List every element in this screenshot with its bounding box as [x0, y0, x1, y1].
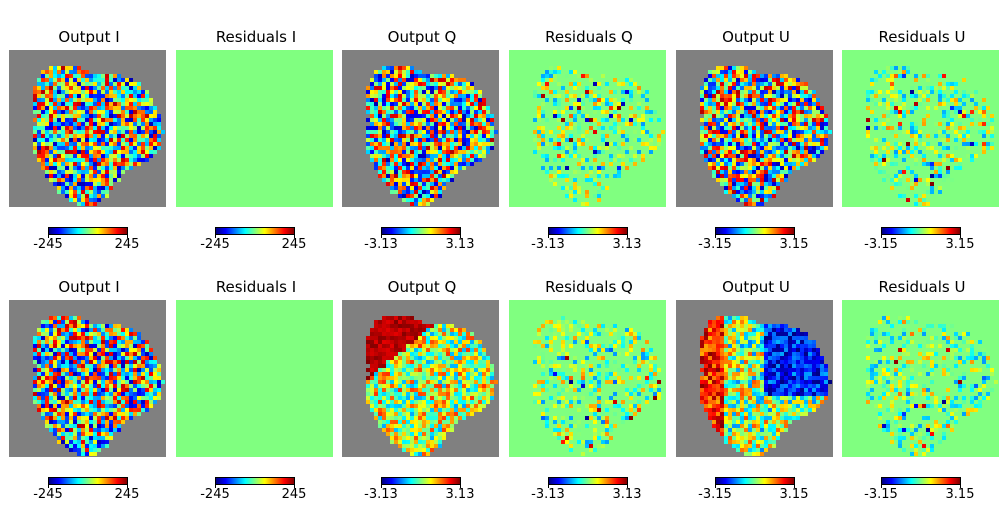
colorbar-tick [460, 484, 461, 488]
map-panel: Residuals U -3.15 3.15 [842, 278, 1000, 514]
colorbar [48, 477, 128, 485]
colorbar [215, 477, 295, 485]
colorbar-tick [381, 234, 382, 238]
colorbar-tick [127, 234, 128, 238]
colorbar [381, 227, 461, 235]
residual-map [176, 300, 333, 457]
colorbar-tick [127, 484, 128, 488]
colorbar-tick [460, 234, 461, 238]
colorbar-tick [294, 484, 295, 488]
colorbar-tick [960, 234, 961, 238]
residual-map [176, 50, 333, 207]
panel-title: Output Q [387, 278, 457, 296]
residual-map [842, 300, 999, 457]
colorbar-tick [627, 234, 628, 238]
colorbar-tick [381, 484, 382, 488]
colorbar-min-label: -3.13 [364, 237, 398, 252]
colorbar-min-label: -3.15 [698, 237, 732, 252]
output-map [9, 300, 166, 457]
colorbar-tick [548, 234, 549, 238]
colorbar-tick [294, 234, 295, 238]
colorbar [548, 227, 628, 235]
colorbar-tick [881, 234, 882, 238]
map-panel: Output U -3.15 3.15 [676, 28, 836, 264]
map-panel: Output I -245 245 [9, 28, 169, 264]
colorbar-min-label: -245 [33, 487, 63, 502]
residual-map [509, 300, 666, 457]
colorbar [381, 477, 461, 485]
output-map [676, 50, 833, 207]
map-panel: Residuals U -3.15 3.15 [842, 28, 1000, 264]
colorbar-min-label: -3.15 [698, 487, 732, 502]
colorbar-tick [960, 484, 961, 488]
residual-map [509, 50, 666, 207]
colorbar [215, 227, 295, 235]
colorbar-tick [715, 234, 716, 238]
map-panel: Residuals I -245 245 [176, 28, 336, 264]
colorbar-max-label: 3.13 [445, 237, 475, 252]
colorbar-max-label: 3.15 [945, 237, 975, 252]
figure: Output I -245 245 Residuals I -245 245 Output … [9, 28, 1000, 502]
colorbar-max-label: 245 [281, 237, 307, 252]
map-panel: Output Q -3.13 3.13 [342, 278, 502, 514]
colorbar-max-label: 3.13 [612, 237, 642, 252]
colorbar-tick [48, 484, 49, 488]
colorbar-tick [794, 484, 795, 488]
colorbar-min-label: -3.13 [531, 237, 565, 252]
map-panel: Residuals Q -3.13 3.13 [509, 28, 669, 264]
map-panel: Output Q -3.13 3.13 [342, 28, 502, 264]
colorbar [548, 477, 628, 485]
panel-title: Output I [58, 28, 120, 46]
panel-title: Output U [722, 28, 790, 46]
colorbar-tick [794, 234, 795, 238]
colorbar-tick [627, 484, 628, 488]
panel-title: Output U [722, 278, 790, 296]
colorbar-tick [48, 234, 49, 238]
panel-title: Residuals Q [545, 278, 633, 296]
colorbar-max-label: 245 [114, 487, 140, 502]
panel-title: Residuals I [215, 28, 297, 46]
colorbar-tick [215, 484, 216, 488]
map-panel: Output I -245 245 [9, 278, 169, 514]
panel-title: Output Q [387, 28, 457, 46]
panel-title: Residuals U [878, 28, 966, 46]
colorbar [715, 227, 795, 235]
colorbar-min-label: -245 [200, 237, 230, 252]
colorbar-tick [215, 234, 216, 238]
residual-map [842, 50, 999, 207]
map-panel: Residuals Q -3.13 3.13 [509, 278, 669, 514]
colorbar-tick [715, 484, 716, 488]
output-map [9, 50, 166, 207]
panel-title: Residuals Q [545, 28, 633, 46]
panel-title: Output I [58, 278, 120, 296]
colorbar-max-label: 3.15 [779, 237, 809, 252]
map-panel: Output U -3.15 3.15 [676, 278, 836, 514]
output-map [342, 300, 499, 457]
colorbar-max-label: 245 [114, 237, 140, 252]
colorbar [881, 477, 961, 485]
colorbar-tick [548, 484, 549, 488]
colorbar-min-label: -245 [33, 237, 63, 252]
colorbar [881, 227, 961, 235]
colorbar-min-label: -3.13 [531, 487, 565, 502]
colorbar-max-label: 3.13 [445, 487, 475, 502]
colorbar-min-label: -3.15 [864, 487, 898, 502]
map-panel: Residuals I -245 245 [176, 278, 336, 514]
output-map [342, 50, 499, 207]
colorbar-max-label: 3.13 [612, 487, 642, 502]
colorbar-tick [881, 484, 882, 488]
panel-title: Residuals I [215, 278, 297, 296]
colorbar-max-label: 3.15 [945, 487, 975, 502]
colorbar-min-label: -3.13 [364, 487, 398, 502]
colorbar-min-label: -3.15 [864, 237, 898, 252]
colorbar-min-label: -245 [200, 487, 230, 502]
colorbar [715, 477, 795, 485]
colorbar-max-label: 3.15 [779, 487, 809, 502]
output-map [676, 300, 833, 457]
colorbar [48, 227, 128, 235]
panel-title: Residuals U [878, 278, 966, 296]
colorbar-max-label: 245 [281, 487, 307, 502]
